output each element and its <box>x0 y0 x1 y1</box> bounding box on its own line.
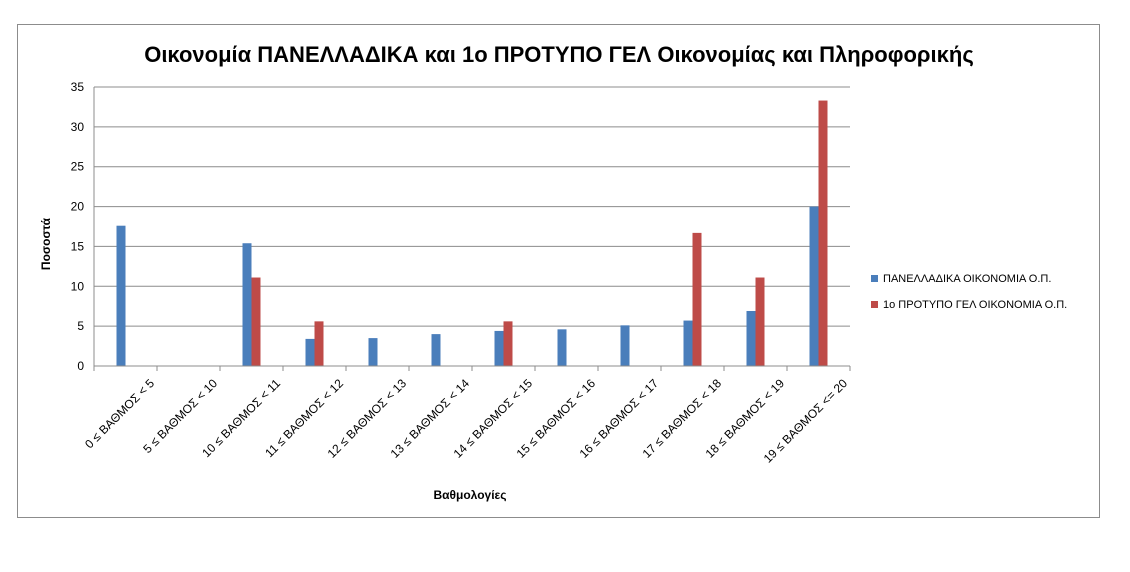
bar-series-1 <box>809 206 819 366</box>
bar-series-1 <box>116 225 126 366</box>
y-tick-labels: 0 5 10 15 20 25 30 35 <box>71 80 85 373</box>
gridlines <box>94 86 850 327</box>
axes <box>93 87 851 371</box>
legend-label: ΠΑΝΕΛΛΑΔΙΚΑ ΟΙΚΟΝΟΜΙΑ Ο.Π. <box>883 273 1051 285</box>
legend: ΠΑΝΕΛΛΑΔΙΚΑ ΟΙΚΟΝΟΜΙΑ Ο.Π. 1ο ΠΡΟΤΥΠΟ ΓΕΛ… <box>871 273 1067 311</box>
y-tick-label: 25 <box>71 160 85 174</box>
y-tick-label: 10 <box>71 279 85 293</box>
bar-series-2 <box>755 277 765 366</box>
y-axis-label: Ποσοστά <box>39 217 53 270</box>
x-axis-label: Βαθμολογίες <box>433 488 506 502</box>
legend-swatch <box>871 275 878 282</box>
bar-series-1 <box>746 310 756 366</box>
bar-series-1 <box>368 338 378 366</box>
y-tick-label: 30 <box>71 120 85 134</box>
bar-series-2 <box>503 321 513 366</box>
bar-series-2 <box>818 100 828 367</box>
chart-frame: Οικονομία ΠΑΝΕΛΛΑΔΙΚΑ και 1ο ΠΡΟΤΥΠΟ ΓΕΛ… <box>17 24 1100 518</box>
legend-label: 1ο ΠΡΟΤΥΠΟ ΓΕΛ ΟΙΚΟΝΟΜΙΑ Ο.Π. <box>883 299 1067 311</box>
bar-series-1 <box>683 320 693 366</box>
chart-title: Οικονομία ΠΑΝΕΛΛΑΔΙΚΑ και 1ο ΠΡΟΤΥΠΟ ΓΕΛ… <box>144 42 974 67</box>
y-tick-label: 35 <box>71 80 85 94</box>
legend-swatch <box>871 301 878 308</box>
bar-series-1 <box>620 325 630 366</box>
y-tick-label: 20 <box>71 200 85 214</box>
bar-series-2 <box>314 321 324 366</box>
bar-series-1 <box>431 334 441 366</box>
bar-series-1 <box>305 338 315 366</box>
bar-series-2 <box>692 232 702 366</box>
bar-series-1 <box>557 329 567 366</box>
y-tick-label: 5 <box>77 319 84 333</box>
chart-canvas: Οικονομία ΠΑΝΕΛΛΑΔΙΚΑ και 1ο ΠΡΟΤΥΠΟ ΓΕΛ… <box>39 42 1067 502</box>
y-tick-label: 15 <box>71 239 85 253</box>
bar-series-1 <box>242 243 252 366</box>
bar-series-1 <box>494 330 504 366</box>
bars <box>116 100 828 367</box>
bar-series-2 <box>251 277 261 366</box>
y-tick-label: 0 <box>77 359 84 373</box>
